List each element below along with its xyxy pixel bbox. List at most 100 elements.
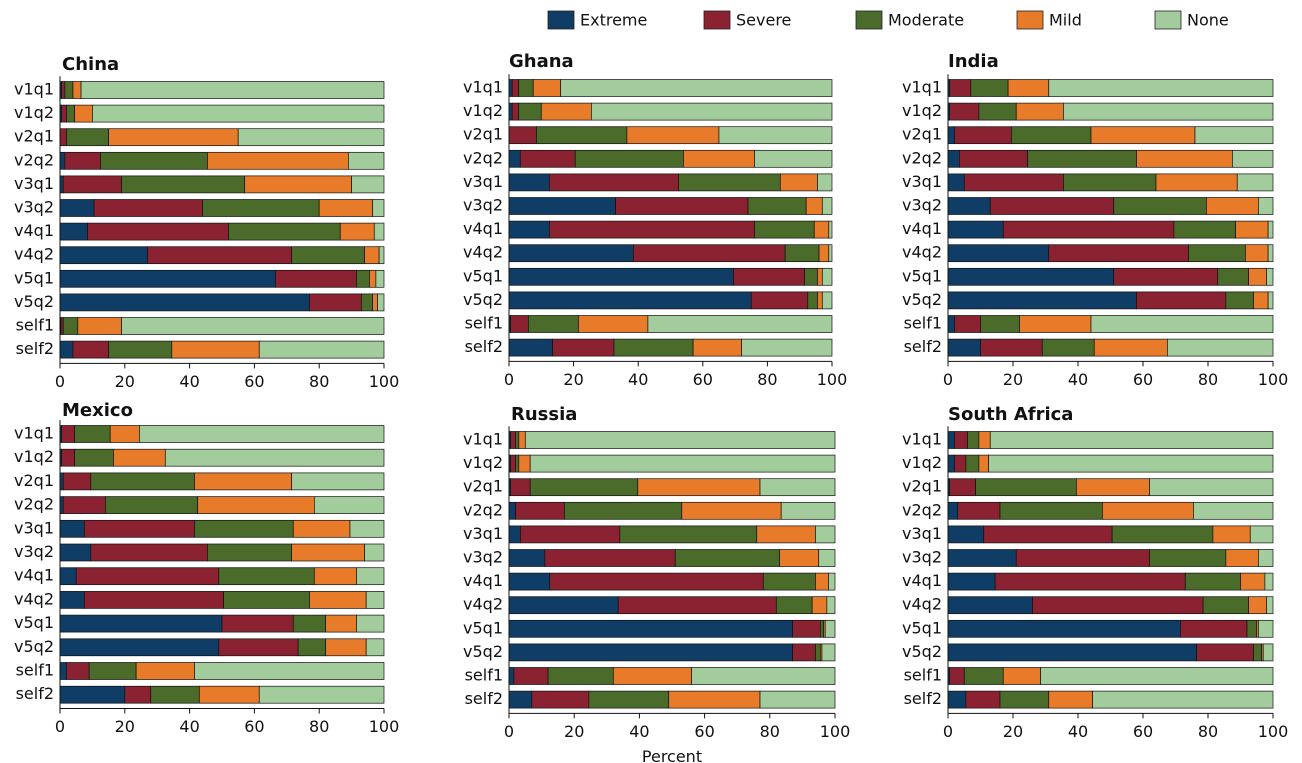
y-tick-label: self1 (16, 661, 54, 680)
bar-segment (228, 222, 341, 241)
x-tick-label: 100 (820, 722, 851, 741)
panel-title: Russia (511, 404, 577, 425)
bar-segment (369, 269, 377, 288)
legend-swatch (1154, 10, 1182, 30)
bar-segment (519, 149, 576, 168)
x-tick-label: 0 (55, 372, 65, 391)
bar-segment (692, 338, 742, 357)
bar-segment (1015, 102, 1064, 121)
x-tick-label: 0 (943, 370, 953, 389)
legend-label: Mild (1049, 11, 1082, 30)
y-tick-label: v5q1 (902, 618, 942, 637)
y-tick-label: v4q2 (463, 595, 503, 614)
bar-segment (356, 614, 385, 633)
bar-segment (615, 197, 749, 215)
bar-segment (978, 454, 989, 473)
bar-segment (828, 220, 833, 239)
y-tick-label: v2q1 (902, 477, 942, 496)
legend-label: Extreme (580, 11, 647, 30)
y-tick-label: v3q1 (463, 524, 503, 543)
x-axis-label: Percent (642, 747, 702, 763)
y-tick-label: v5q2 (14, 637, 54, 656)
bar-segment (90, 543, 208, 562)
y-tick-label: v1q1 (14, 80, 54, 99)
bar-segment (1111, 525, 1214, 544)
legend-swatch (855, 10, 883, 30)
bar-segment (1258, 197, 1274, 215)
bar-segment (674, 549, 780, 567)
y-tick-label: v5q1 (463, 266, 503, 285)
bar-segment (518, 102, 542, 121)
bar-segment (564, 501, 683, 520)
bar-segment (365, 638, 385, 657)
y-tick-label: v3q1 (902, 524, 942, 543)
bar-segment (59, 269, 276, 288)
bar-segment (970, 79, 1009, 97)
y-tick-label: v5q1 (14, 268, 54, 287)
bar-segment (531, 690, 590, 709)
bar-segment (508, 220, 550, 239)
bar-segment (364, 543, 385, 562)
bar-segment (515, 431, 520, 449)
panel-title: Mexico (62, 400, 133, 421)
bar-segment (515, 454, 520, 473)
bar-segment (508, 149, 521, 168)
bar-segment (313, 496, 385, 514)
bar-segment (511, 79, 520, 97)
y-tick-label: v5q2 (463, 642, 503, 661)
y-tick-label: v2q2 (463, 148, 503, 167)
bar-segment (100, 151, 208, 170)
bar-segment (61, 448, 75, 467)
bar-segment (1194, 126, 1274, 145)
bar-segment (947, 501, 959, 520)
y-tick-label: v5q1 (463, 618, 503, 637)
bar-segment (1188, 244, 1246, 263)
bar-segment (1245, 244, 1269, 263)
bar-segment (947, 315, 955, 333)
y-tick-label: v2q1 (902, 125, 942, 144)
bar-segment (754, 149, 833, 168)
bar-segment (828, 244, 833, 263)
bar-segment (815, 525, 836, 544)
x-tick-label: 0 (504, 722, 514, 741)
bar-segment (292, 614, 327, 633)
bar-segment (1136, 291, 1227, 310)
bar-segment (356, 269, 370, 288)
bar-segment (292, 519, 351, 538)
y-tick-label: v2q2 (463, 500, 503, 519)
x-tick-label: 100 (369, 372, 400, 391)
bar-segment (947, 690, 967, 709)
bar-segment (1232, 149, 1274, 168)
bar-segment (549, 220, 755, 239)
bar-segment (819, 619, 824, 638)
bar-segment (72, 340, 109, 359)
bar-segment (194, 472, 293, 491)
bar-segment (508, 619, 793, 638)
bar-segment (325, 614, 357, 633)
bar-segment (980, 315, 1020, 333)
bar-segment (207, 151, 349, 170)
bar-segment (1262, 643, 1274, 662)
bar-segment (508, 667, 515, 685)
y-tick-label: v5q2 (902, 290, 942, 309)
bar-segment (373, 222, 385, 241)
bar-segment (947, 244, 1050, 263)
bar-segment (954, 454, 967, 473)
y-tick-label: v2q1 (463, 125, 503, 144)
y-tick-label: self2 (16, 684, 54, 703)
bar-segment (77, 317, 122, 335)
bar-segment (1011, 126, 1092, 145)
bar-segment (515, 501, 565, 520)
bar-segment (207, 543, 293, 562)
bar-segment (62, 496, 106, 514)
bar-segment (510, 454, 516, 473)
bar-segment (947, 173, 965, 192)
bar-segment (947, 149, 960, 168)
bar-segment (197, 496, 315, 514)
bar-segment (508, 244, 634, 263)
bar-segment (59, 519, 85, 538)
bar-segment (983, 525, 1113, 544)
bar-segment (244, 175, 352, 194)
bar-segment (1212, 525, 1251, 544)
bar-segment (1236, 173, 1274, 192)
